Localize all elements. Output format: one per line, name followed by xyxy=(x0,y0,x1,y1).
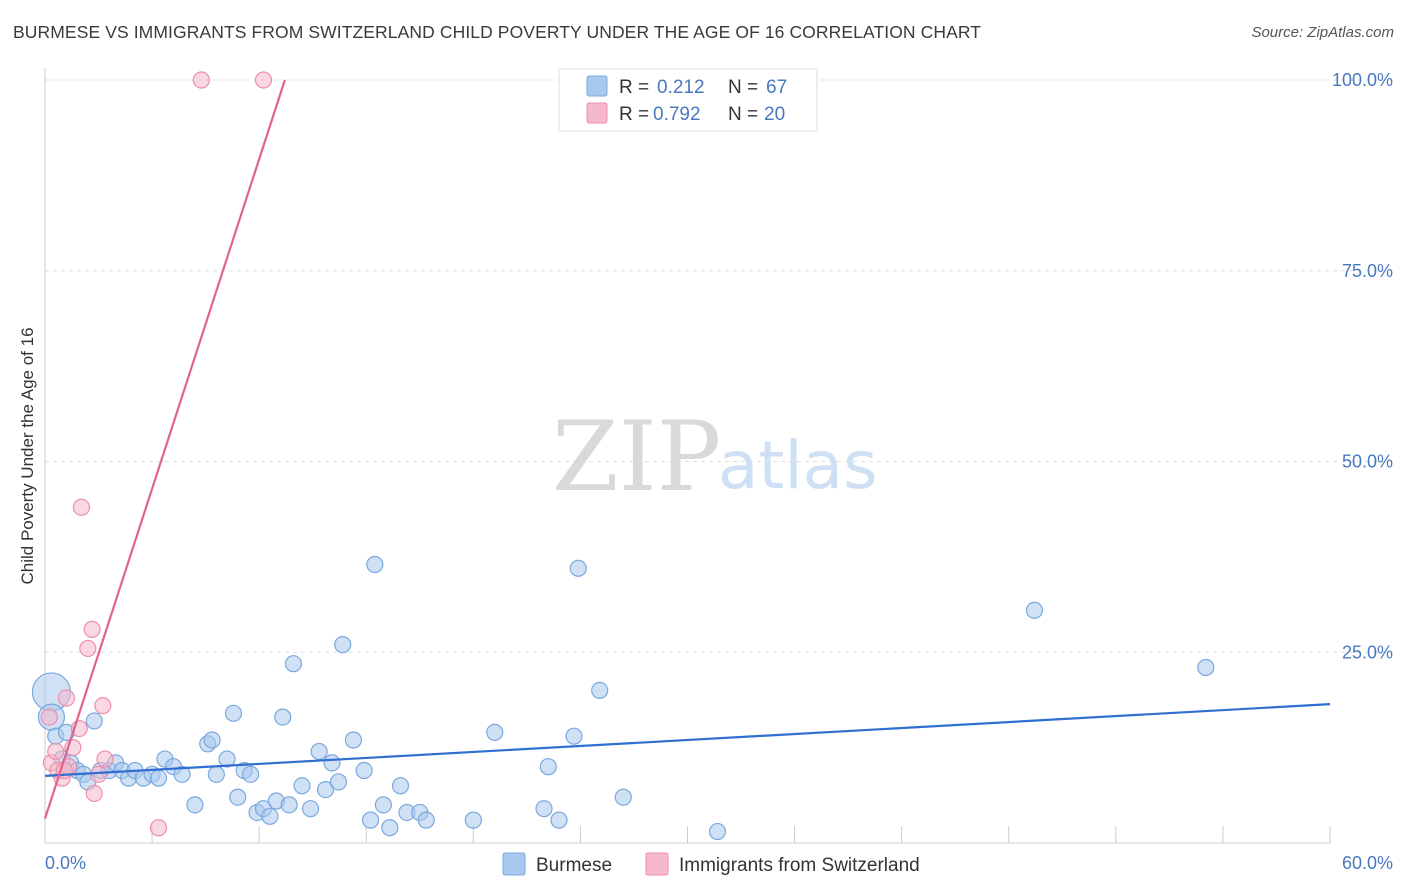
burmese-point xyxy=(280,796,298,814)
burmese-point xyxy=(550,811,568,829)
burmese-r-label: R = xyxy=(619,77,649,98)
burmese-point xyxy=(344,731,362,749)
burmese-series-label: Burmese xyxy=(536,855,612,876)
burmese-point xyxy=(539,758,557,776)
switzerland-point xyxy=(94,697,112,715)
burmese-point xyxy=(218,750,236,768)
burmese-point xyxy=(261,807,279,825)
series-legend: Burmese Immigrants from Switzerland xyxy=(502,852,920,876)
burmese-point xyxy=(274,708,292,726)
y-tick-labels: 25.0% 50.0% 75.0% 100.0% xyxy=(1332,70,1393,662)
watermark: ZIP atlas xyxy=(552,401,878,513)
switzerland-r-value: 0.792 xyxy=(653,104,701,125)
chart-title: BURMESE VS IMMIGRANTS FROM SWITZERLAND C… xyxy=(13,22,982,42)
x-tick-label: 60.0% xyxy=(1342,853,1393,873)
switzerland-point xyxy=(79,639,97,658)
switzerland-point xyxy=(40,708,58,726)
burmese-point xyxy=(293,777,311,795)
burmese-point xyxy=(334,636,352,654)
burmese-point xyxy=(361,811,380,829)
burmese-point xyxy=(173,765,191,783)
burmese-point xyxy=(85,712,103,730)
data-points xyxy=(31,71,1215,841)
burmese-point xyxy=(381,819,399,837)
burmese-point xyxy=(1197,658,1215,677)
burmese-point xyxy=(284,655,303,673)
burmese-point xyxy=(1025,601,1044,619)
burmese-legend-swatch xyxy=(586,75,608,97)
burmese-point xyxy=(355,761,373,780)
burmese-point xyxy=(310,742,328,761)
watermark-zip: ZIP xyxy=(552,401,721,513)
burmese-point xyxy=(391,777,410,795)
source-note: Source: ZipAtlas.com xyxy=(1251,24,1394,41)
burmese-point xyxy=(329,773,348,791)
burmese-trend-line xyxy=(44,703,1331,777)
burmese-point xyxy=(301,800,320,818)
burmese-point xyxy=(535,800,553,818)
burmese-point xyxy=(591,681,609,700)
burmese-point xyxy=(614,788,632,806)
switzerland-legend-swatch xyxy=(586,102,608,124)
burmese-series-swatch xyxy=(502,852,526,876)
trend-lines xyxy=(43,79,1331,819)
burmese-point xyxy=(323,754,341,772)
burmese-point xyxy=(708,822,727,841)
burmese-point xyxy=(417,811,435,829)
burmese-point xyxy=(316,780,335,799)
y-tick-label: 100.0% xyxy=(1332,70,1393,90)
watermark-atlas: atlas xyxy=(718,427,878,504)
stats-legend: R = 0.212 N = 67 R = 0.792 N = 20 xyxy=(558,68,818,132)
switzerland-n-value: 20 xyxy=(764,104,785,125)
y-axis-label: Child Poverty Under the Age of 16 xyxy=(18,327,37,584)
burmese-point xyxy=(464,811,482,829)
burmese-point xyxy=(186,796,204,814)
x-tick-labels: 0.0% 60.0% xyxy=(45,853,1393,873)
burmese-n-value: 67 xyxy=(766,77,787,98)
switzerland-n-label: N = xyxy=(728,104,758,125)
switzerland-series-swatch xyxy=(645,852,669,876)
burmese-r-value: 0.212 xyxy=(657,77,705,98)
burmese-point xyxy=(569,559,587,577)
switzerland-trend-line xyxy=(43,79,286,819)
switzerland-point xyxy=(96,750,114,768)
burmese-point xyxy=(374,796,392,814)
switzerland-point xyxy=(192,71,210,89)
switzerland-point xyxy=(83,620,101,638)
burmese-point xyxy=(149,769,168,787)
switzerland-point xyxy=(57,689,76,707)
burmese-point xyxy=(486,723,504,741)
burmese-point xyxy=(366,555,384,574)
y-tick-label: 75.0% xyxy=(1342,261,1393,281)
switzerland-point xyxy=(149,819,168,837)
burmese-point xyxy=(207,765,225,783)
y-tick-label: 25.0% xyxy=(1342,642,1393,662)
burmese-point xyxy=(224,704,243,722)
y-tick-label: 50.0% xyxy=(1342,452,1393,472)
burmese-point xyxy=(242,765,260,783)
switzerland-point xyxy=(72,498,91,516)
switzerland-point xyxy=(89,765,108,783)
grid-lines xyxy=(45,79,1392,653)
burmese-n-label: N = xyxy=(728,77,758,98)
switzerland-r-label: R = xyxy=(619,104,649,125)
x-tick-label: 0.0% xyxy=(45,853,86,873)
switzerland-series-label: Immigrants from Switzerland xyxy=(679,855,920,876)
switzerland-point xyxy=(47,742,65,761)
burmese-point xyxy=(565,727,583,745)
switzerland-point xyxy=(85,784,103,803)
burmese-point xyxy=(229,788,247,806)
switzerland-point xyxy=(254,71,273,89)
burmese-point xyxy=(203,731,221,749)
